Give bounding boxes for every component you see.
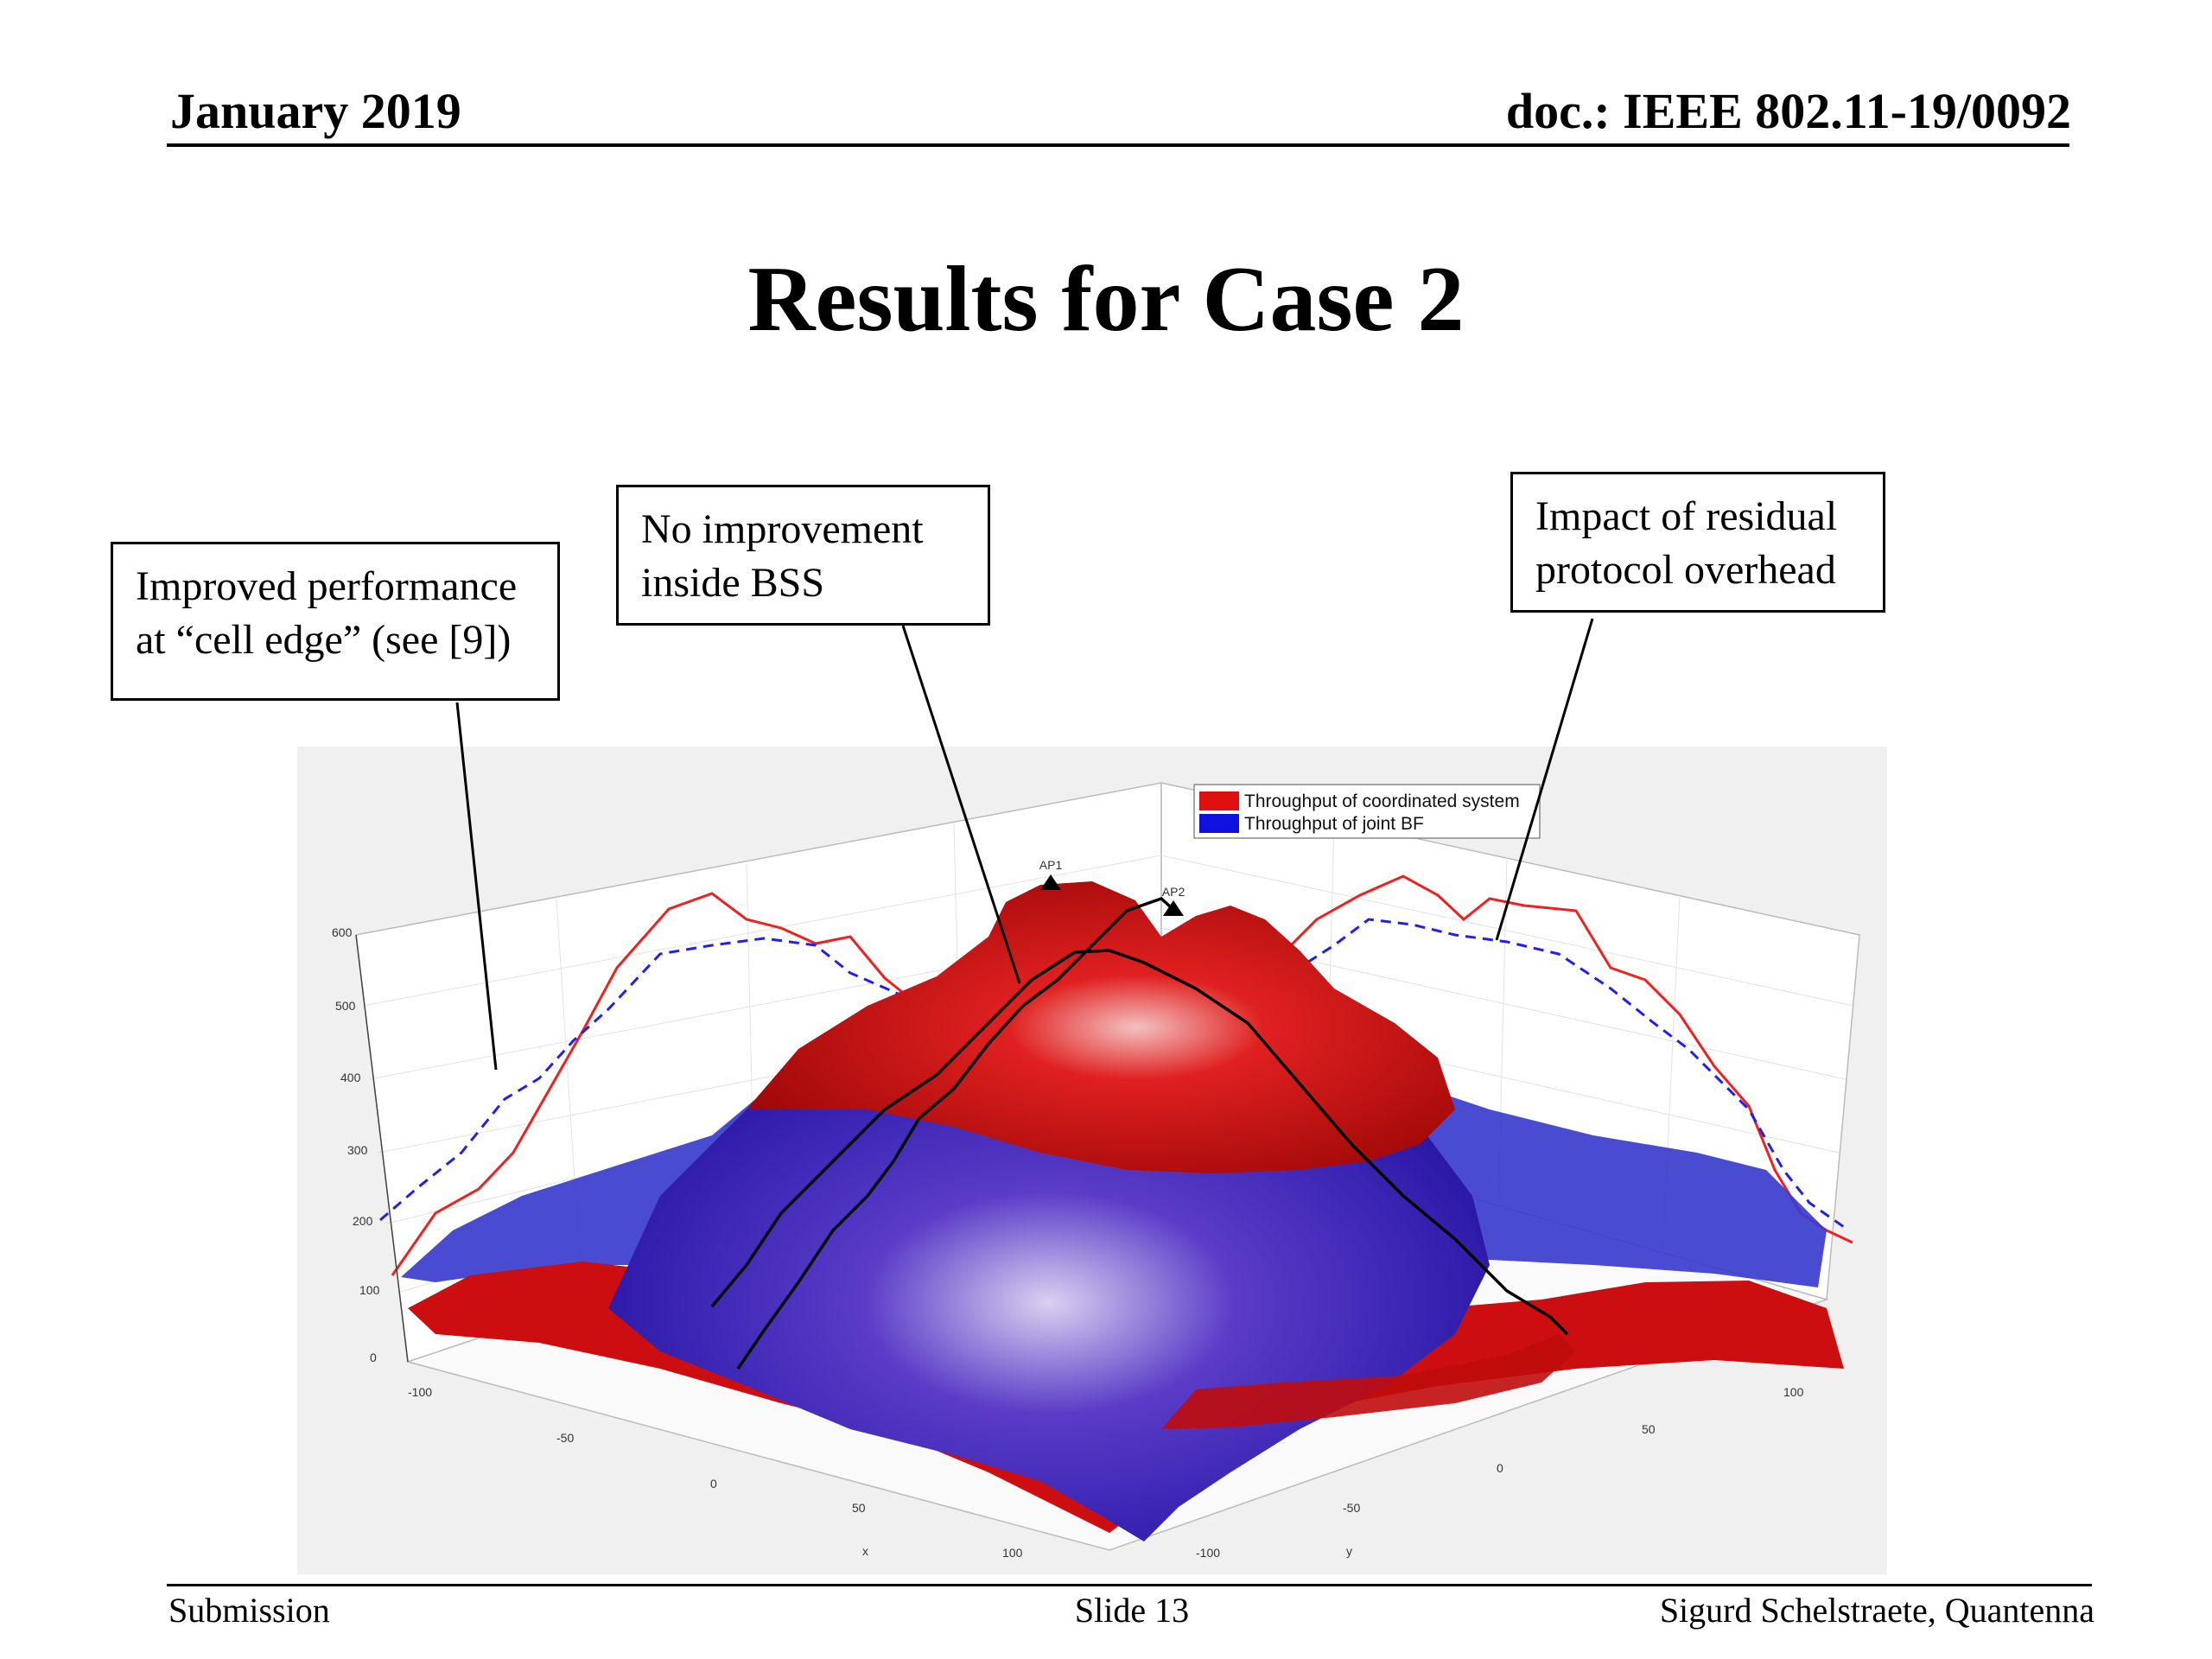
leader-right: [1495, 618, 1594, 941]
footer-author: Sigurd Schelstraete, Quantenna: [1659, 1591, 2094, 1630]
callout-line: inside BSS: [641, 560, 825, 606]
z-tick: 0: [370, 1351, 377, 1364]
x-axis: -100 -50 0 50 100 x: [408, 1385, 1023, 1560]
y-tick: -100: [1196, 1546, 1220, 1560]
z-tick: 600: [332, 925, 353, 939]
ap1-marker-icon: [1040, 874, 1061, 890]
z-tick: 300: [347, 1143, 368, 1157]
legend-swatch-coordinated: [1199, 791, 1239, 810]
callout-line: Impact of residual: [1535, 493, 1838, 539]
x-tick: 0: [710, 1477, 717, 1491]
leader-left: [455, 702, 498, 1071]
chart-legend: Throughput of coordinated system Through…: [1193, 784, 1541, 839]
x-tick: -50: [556, 1431, 574, 1445]
projection-red-right: [1230, 874, 1853, 1244]
throughput-surface-figure: AP1 AP2 600 500 400 300 200 100 0 -100 -…: [297, 747, 1887, 1574]
callout-protocol-overhead: Impact of residual protocol overhead: [1510, 472, 1885, 613]
leader-middle: [901, 625, 1021, 984]
header-doc-id: doc.: IEEE 802.11-19/0092: [1505, 83, 2071, 139]
surface-coordinated-dome: [747, 881, 1455, 1173]
z-tick: 400: [340, 1071, 361, 1084]
z-tick: 200: [353, 1214, 373, 1228]
callout-cell-edge: Improved performance at “cell edge” (see…: [111, 542, 560, 701]
x-tick: 50: [852, 1501, 866, 1515]
callout-line: Improved performance: [136, 563, 518, 609]
legend-swatch-joint-bf: [1199, 814, 1239, 833]
y-axis: 100 50 0 -50 -100 y: [1196, 1385, 1804, 1560]
header-date: January 2019: [170, 83, 461, 139]
projection-red-left: [391, 892, 920, 1276]
footer-rule: [167, 1584, 2092, 1586]
ap-markers: AP1 AP2: [1039, 858, 1185, 916]
callout-line: at “cell edge” (see [9]): [136, 617, 512, 663]
footer-slide-number: Slide 13: [1074, 1591, 1190, 1630]
y-axis-label: y: [1346, 1544, 1352, 1558]
callout-line: No improvement: [641, 506, 924, 552]
callout-line: protocol overhead: [1535, 547, 1836, 593]
y-tick: -50: [1343, 1501, 1360, 1515]
z-tick: 500: [335, 999, 356, 1013]
profile-line-ap2: [710, 949, 1569, 1336]
y-tick: 100: [1783, 1385, 1804, 1399]
surface-coordinated-rim: [1161, 1334, 1576, 1429]
z-tick: 100: [359, 1283, 380, 1297]
projection-blue-right: [1212, 918, 1845, 1229]
legend-label-coordinated: Throughput of coordinated system: [1244, 791, 1520, 811]
slide-title: Results for Case 2: [747, 248, 1465, 351]
header-rule: [167, 143, 2069, 147]
y-tick: 50: [1642, 1422, 1656, 1436]
z-axis: 600 500 400 300 200 100 0: [332, 925, 409, 1364]
footer-submission: Submission: [168, 1591, 330, 1630]
x-axis-label: x: [862, 1544, 868, 1558]
profile-line-ap1: [736, 897, 1180, 1370]
legend-label-joint-bf: Throughput of joint BF: [1244, 814, 1424, 834]
y-tick: 0: [1497, 1461, 1503, 1475]
x-tick: -100: [408, 1385, 432, 1399]
x-tick: 100: [1002, 1546, 1023, 1560]
ap2-marker-icon: [1163, 900, 1184, 916]
callout-inside-bss: No improvement inside BSS: [616, 485, 990, 626]
ap2-label: AP2: [1162, 885, 1185, 899]
ap1-label: AP1: [1039, 858, 1063, 872]
projection-blue-left: [379, 937, 938, 1222]
